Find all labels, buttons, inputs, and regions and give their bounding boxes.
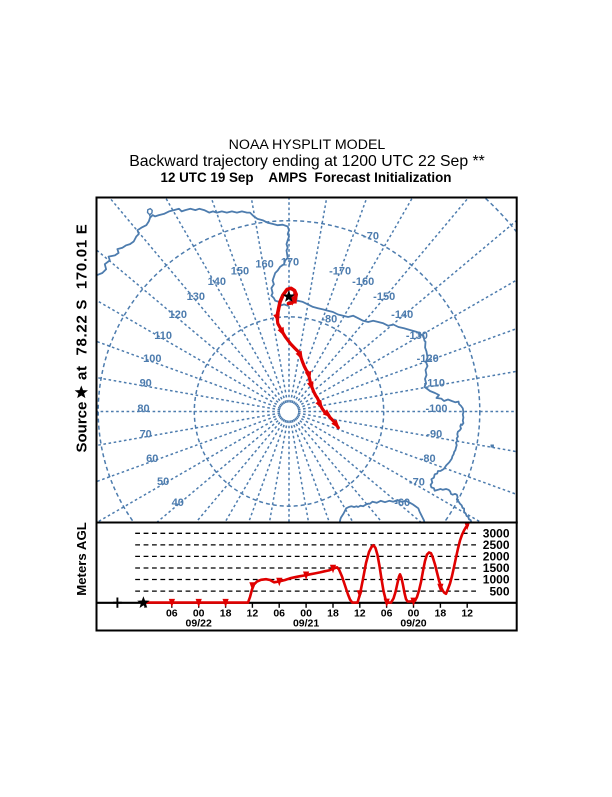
svg-text:100: 100 — [143, 353, 161, 365]
svg-text:90: 90 — [140, 378, 152, 390]
svg-text:-60: -60 — [394, 497, 410, 509]
svg-text:00: 00 — [408, 608, 420, 620]
svg-text:60: 60 — [146, 453, 158, 465]
svg-text:-80: -80 — [321, 314, 337, 326]
svg-text:140: 140 — [208, 276, 226, 288]
svg-text:3000: 3000 — [483, 527, 510, 541]
svg-text:120: 120 — [169, 309, 187, 321]
svg-text:at 78.22 S 170.01 E: at 78.22 S 170.01 E — [74, 224, 91, 380]
svg-text:1000: 1000 — [483, 573, 510, 587]
svg-text:-160: -160 — [352, 276, 374, 288]
svg-text:2000: 2000 — [483, 550, 510, 564]
svg-text:12 UTC 19 Sep AMPS Forecas: 12 UTC 19 Sep AMPS Forecast Initializati… — [161, 170, 452, 185]
svg-text:09/21: 09/21 — [293, 618, 319, 630]
svg-text:70: 70 — [140, 428, 152, 440]
svg-text:18: 18 — [220, 608, 232, 620]
svg-text:-130: -130 — [406, 330, 428, 342]
svg-text:09/20: 09/20 — [400, 618, 426, 630]
svg-text:40: 40 — [172, 497, 184, 509]
svg-text:80: 80 — [137, 403, 149, 415]
svg-text:-90: -90 — [426, 428, 442, 440]
svg-text:1500: 1500 — [483, 561, 510, 575]
svg-text:-100: -100 — [425, 403, 447, 415]
svg-text:110: 110 — [154, 330, 172, 342]
svg-text:09/22: 09/22 — [186, 618, 212, 630]
svg-text:18: 18 — [327, 608, 339, 620]
svg-text:-120: -120 — [417, 353, 439, 365]
svg-text:06: 06 — [273, 608, 285, 620]
svg-text:18: 18 — [435, 608, 447, 620]
svg-text:500: 500 — [489, 584, 509, 598]
svg-text:-110: -110 — [424, 378, 445, 390]
svg-text:130: 130 — [187, 291, 205, 303]
svg-text:-140: -140 — [391, 309, 413, 321]
svg-text:NOAA HYSPLIT MODEL: NOAA HYSPLIT MODEL — [229, 137, 386, 153]
svg-text:Meters AGL: Meters AGL — [74, 522, 89, 596]
svg-text:Backward trajectory ending at: Backward trajectory ending at 1200 UTC 2… — [129, 153, 485, 170]
svg-text:160: 160 — [255, 259, 273, 271]
svg-text:06: 06 — [381, 608, 393, 620]
svg-text:00: 00 — [193, 608, 205, 620]
svg-text:-70: -70 — [363, 231, 379, 243]
svg-text:-80: -80 — [420, 453, 436, 465]
svg-text:-170: -170 — [329, 265, 351, 277]
svg-text:50: 50 — [157, 476, 169, 488]
svg-text:06: 06 — [166, 608, 178, 620]
svg-text:-150: -150 — [373, 291, 395, 303]
svg-text:2500: 2500 — [483, 538, 510, 552]
svg-text:12: 12 — [247, 608, 259, 620]
svg-text:12: 12 — [354, 608, 366, 620]
svg-text:150: 150 — [231, 265, 249, 277]
svg-text:170: 170 — [281, 257, 299, 269]
svg-text:12: 12 — [461, 608, 473, 620]
svg-text:Source: Source — [74, 402, 91, 453]
svg-text:00: 00 — [300, 608, 312, 620]
svg-text:-70: -70 — [409, 476, 425, 488]
